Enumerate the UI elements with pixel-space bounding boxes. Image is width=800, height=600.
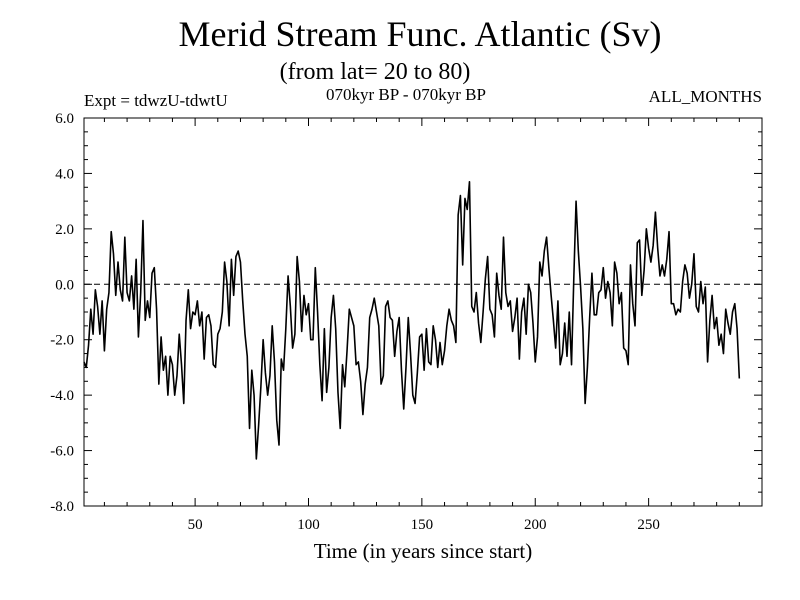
y-tick-label: -2.0 bbox=[50, 333, 74, 349]
y-tick-label: -6.0 bbox=[50, 444, 74, 460]
x-tick-label: 200 bbox=[524, 517, 547, 533]
y-tick-label: -8.0 bbox=[50, 499, 74, 515]
chart-title: Merid Stream Func. Atlantic (Sv) bbox=[178, 14, 662, 54]
x-tick-label: 50 bbox=[188, 517, 203, 533]
experiment-label: Expt = tdwzU-tdwtU bbox=[84, 91, 228, 110]
x-tick-label: 100 bbox=[297, 517, 320, 533]
x-tick-label: 150 bbox=[411, 517, 434, 533]
y-tick-label: 0.0 bbox=[55, 277, 74, 293]
y-tick-label: 6.0 bbox=[55, 111, 74, 127]
y-tick-label: 4.0 bbox=[55, 166, 74, 182]
chart-subtitle: (from lat= 20 to 80) bbox=[279, 59, 471, 85]
time-range-label: 070kyr BP - 070kyr BP bbox=[326, 85, 486, 104]
y-tick-label: -4.0 bbox=[50, 388, 74, 404]
plot-frame bbox=[83, 117, 763, 507]
y-tick-label: 2.0 bbox=[55, 222, 74, 238]
x-axis-label: Time (in years since start) bbox=[313, 539, 533, 563]
data-series-line bbox=[83, 180, 741, 460]
months-label: ALL_MONTHS bbox=[648, 87, 762, 106]
x-tick-label: 250 bbox=[637, 517, 660, 533]
